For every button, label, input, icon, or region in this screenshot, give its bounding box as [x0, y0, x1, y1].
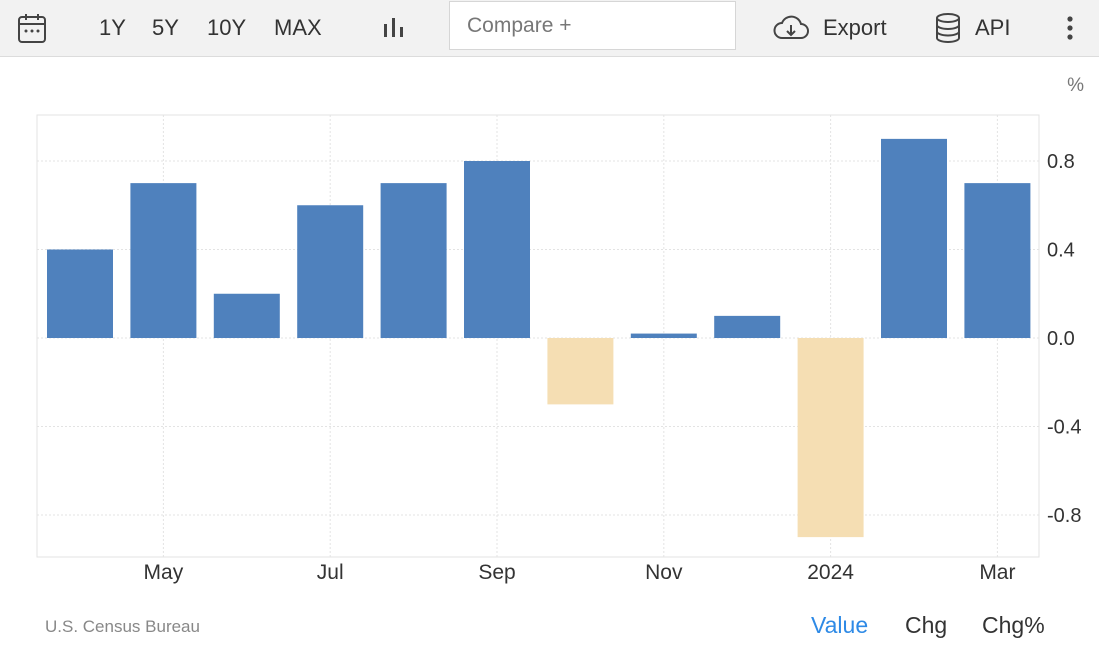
x-tick-label: Mar — [979, 561, 1015, 584]
range-max-button[interactable]: MAX — [274, 15, 322, 40]
compare-field[interactable] — [449, 1, 736, 50]
range-10y-button[interactable]: 10Y — [207, 15, 247, 40]
y-tick-label: 0.0 — [1047, 328, 1075, 350]
range-5y-button[interactable]: 5Y — [152, 15, 179, 40]
x-tick-label: Sep — [478, 561, 515, 584]
more-vertical-icon[interactable] — [1063, 0, 1077, 56]
bar[interactable] — [130, 183, 197, 338]
export-label: Export — [823, 15, 887, 40]
y-tick-label: -0.4 — [1047, 417, 1081, 439]
bar[interactable] — [380, 183, 447, 338]
bar[interactable] — [714, 315, 781, 338]
bar[interactable] — [213, 293, 280, 338]
bar-chart: 0.8 0.4 0.0 -0.4 -0.8 May Jul Sep Nov 2024 Mar% — [36, 75, 1084, 584]
bar[interactable] — [464, 161, 530, 338]
x-tick-label: Jul — [317, 561, 344, 584]
toolbar: 1Y 5Y 10Y MAX Export — [0, 0, 1099, 57]
database-icon — [935, 13, 961, 43]
mode-chg-button[interactable]: Chg — [905, 612, 948, 638]
y-tick-label: 0.4 — [1047, 240, 1075, 262]
api-label: API — [975, 15, 1011, 40]
bar[interactable] — [547, 338, 614, 405]
bar[interactable] — [297, 205, 364, 338]
mode-value-button[interactable]: Value — [811, 612, 869, 638]
unit-label: % — [1067, 75, 1084, 96]
bar[interactable] — [964, 183, 1031, 338]
y-tick-label: 0.8 — [1047, 151, 1075, 173]
bar[interactable] — [630, 333, 697, 338]
calendar-icon[interactable] — [17, 0, 47, 56]
y-tick-label: -0.8 — [1047, 505, 1081, 527]
source-label: U.S. Census Bureau — [45, 617, 200, 636]
compare-input[interactable] — [465, 12, 735, 39]
mode-chg-pct-button[interactable]: Chg% — [982, 612, 1045, 638]
range-1y-button[interactable]: 1Y — [99, 15, 126, 40]
bar[interactable] — [797, 338, 864, 538]
cloud-download-icon — [772, 14, 810, 42]
x-tick-label: Nov — [645, 561, 683, 584]
x-tick-label: 2024 — [807, 561, 854, 584]
x-tick-label: May — [144, 561, 184, 584]
api-button[interactable]: API — [935, 0, 1010, 56]
bar-chart-icon[interactable] — [381, 0, 407, 56]
bar[interactable] — [881, 138, 947, 338]
bar[interactable] — [47, 249, 113, 339]
plot-frame — [36, 114, 1040, 558]
export-button[interactable]: Export — [772, 0, 887, 56]
